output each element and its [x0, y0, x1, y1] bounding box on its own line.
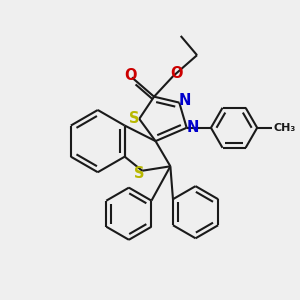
Text: O: O	[171, 66, 183, 81]
Text: N: N	[178, 93, 191, 108]
Text: CH₃: CH₃	[274, 123, 296, 133]
Text: O: O	[124, 68, 136, 82]
Text: N: N	[186, 120, 199, 135]
Text: S: S	[134, 166, 145, 181]
Text: S: S	[129, 111, 139, 126]
